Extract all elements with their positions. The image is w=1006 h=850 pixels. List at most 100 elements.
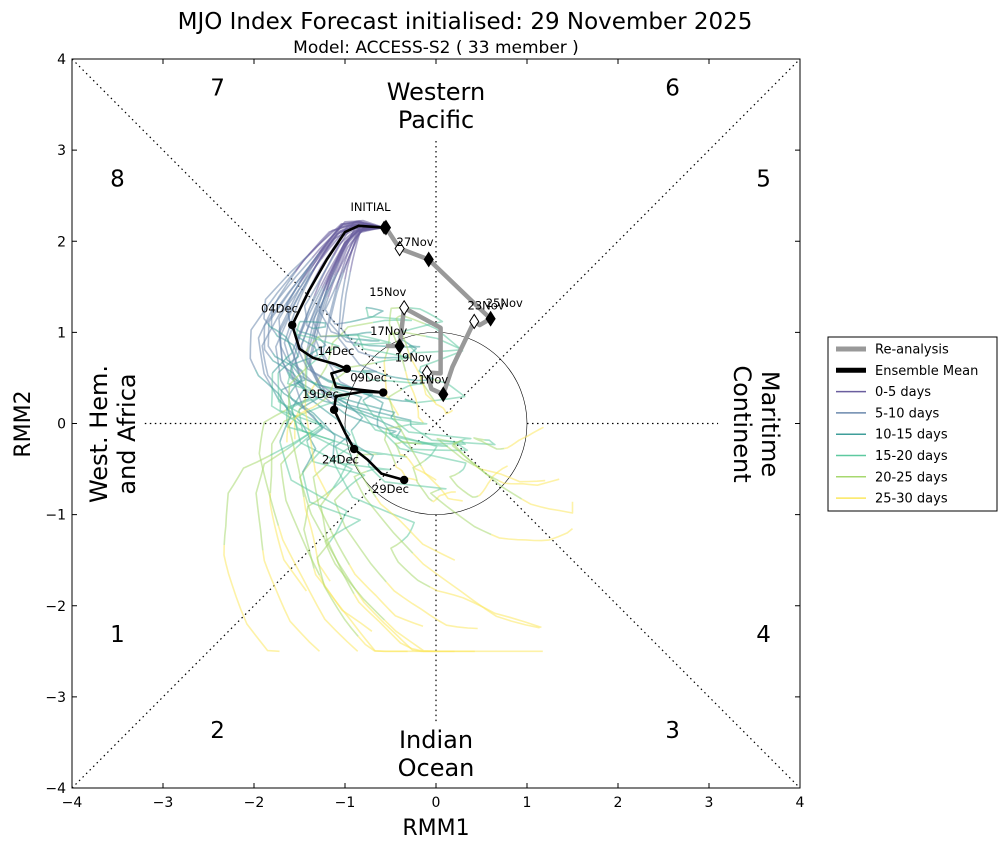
member-trajectory-segment xyxy=(353,593,436,653)
member-trajectory-segment xyxy=(362,400,428,427)
member-trajectory-segment xyxy=(420,465,463,502)
date-label: 19Nov xyxy=(395,351,432,365)
member-trajectory-segment xyxy=(305,356,349,413)
member-trajectory-segment xyxy=(504,426,544,450)
member-trajectory-segment xyxy=(223,454,271,546)
member-trajectory-segment xyxy=(291,288,323,383)
member-trajectory-segment xyxy=(267,265,311,354)
x-tick-label: 0 xyxy=(432,795,441,811)
member-trajectory-segment xyxy=(330,331,372,338)
member-trajectory-segment xyxy=(310,380,364,432)
reanalysis-marker xyxy=(421,364,432,381)
y-tick-label: −4 xyxy=(45,781,66,797)
region-left-line2: and Africa xyxy=(113,373,141,494)
axis-ticks: −4−4 −3 −3 −2 −2 −1 −1 0 0 1 1 2 2 3 3 4 4 xyxy=(45,52,804,811)
member-trajectory-segment xyxy=(408,335,463,354)
ensemble-mean-series xyxy=(288,220,409,485)
x-tick-label: 3 xyxy=(705,795,714,811)
date-label: 04Dec xyxy=(261,301,298,315)
member-trajectory-segment xyxy=(375,496,456,561)
member-trajectory-segment xyxy=(263,254,310,324)
member-trajectory-segment xyxy=(490,527,574,542)
member-trajectory-segment xyxy=(254,369,292,443)
date-label: 17Nov xyxy=(370,324,407,338)
member-trajectory-segment xyxy=(294,285,322,377)
phase-number: 5 xyxy=(756,167,771,193)
reanalysis-marker xyxy=(469,313,480,330)
region-left-line1: West. Hem. xyxy=(85,365,113,503)
x-tick-label: 4 xyxy=(796,795,805,811)
reanalysis-marker xyxy=(485,310,496,327)
chart-title: MJO Index Forecast initialised: 29 Novem… xyxy=(178,9,753,35)
member-trajectory-segment xyxy=(292,333,319,366)
member-trajectory-segment xyxy=(328,273,362,345)
legend-label: 15-20 days xyxy=(875,449,948,464)
member-trajectory-segment xyxy=(377,426,467,474)
phase-number: 4 xyxy=(756,622,771,648)
member-trajectory-segment xyxy=(452,439,499,482)
member-trajectory-segment xyxy=(269,493,308,592)
legend-label: 0-5 days xyxy=(875,385,931,400)
member-trajectory-segment xyxy=(279,441,348,543)
phase-number: 1 xyxy=(110,622,125,648)
x-axis-label: RMM1 xyxy=(402,816,469,841)
date-label: 25Nov xyxy=(486,296,523,310)
legend-label: 20-25 days xyxy=(875,470,948,485)
member-trajectory-segment xyxy=(385,581,478,630)
y-tick-label: −3 xyxy=(45,690,66,706)
member-trajectory-segment xyxy=(320,226,385,287)
member-trajectory-segment xyxy=(322,289,357,391)
member-trajectory-segment xyxy=(287,366,308,498)
member-trajectory-segment xyxy=(357,635,475,653)
member-trajectory-segment xyxy=(521,498,574,514)
member-trajectory-segment xyxy=(333,488,387,583)
member-trajectory-segment xyxy=(336,400,402,438)
member-trajectory-segment xyxy=(337,279,378,373)
member-trajectory-segment xyxy=(345,334,392,346)
x-tick-label: 2 xyxy=(614,795,623,811)
diagonal-guide xyxy=(71,58,801,789)
legend-label: Re-analysis xyxy=(875,343,949,358)
member-trajectory-segment xyxy=(277,386,336,462)
x-tick-label: 1 xyxy=(523,795,532,811)
x-tick-label: −3 xyxy=(153,795,174,811)
member-trajectory-segment xyxy=(249,269,297,370)
amplitude-circle xyxy=(344,332,528,515)
member-trajectory-segment xyxy=(223,544,280,653)
legend-label: 5-10 days xyxy=(875,406,940,421)
member-trajectory-segment xyxy=(433,400,454,415)
member-trajectory-segment xyxy=(255,448,287,551)
plot-area: −4−4 −3 −3 −2 −2 −1 −1 0 0 1 1 2 2 3 3 4 4 INITIAL 27Nov 2… xyxy=(45,52,804,811)
member-trajectory-segment xyxy=(377,415,449,447)
member-trajectory-segment xyxy=(356,333,411,364)
member-trajectory-segment xyxy=(353,470,414,554)
reanalysis-series xyxy=(380,219,496,403)
region-right-line1: Maritime xyxy=(756,371,784,477)
y-tick-label: 2 xyxy=(57,234,66,250)
member-trajectory-segment xyxy=(394,463,418,482)
chart-subtitle: Model: ACCESS-S2 ( 33 member ) xyxy=(293,38,579,58)
date-label: 27Nov xyxy=(397,235,434,249)
member-trajectory-segment xyxy=(269,372,313,457)
date-label: 19Dec xyxy=(302,387,339,401)
region-bottom-line1: Indian xyxy=(399,726,473,754)
member-trajectory-segment xyxy=(295,321,340,368)
ensemble-mean-marker xyxy=(329,405,339,415)
member-trajectory-segment xyxy=(384,331,426,358)
member-trajectory-segment xyxy=(361,369,423,390)
legend-label: 25-30 days xyxy=(875,492,948,507)
member-trajectory-segment xyxy=(262,550,321,652)
member-trajectory-segment xyxy=(407,350,436,404)
region-bottom-line2: Ocean xyxy=(398,754,475,782)
member-trajectory-segment xyxy=(473,437,505,450)
member-trajectory-segment xyxy=(390,416,472,442)
legend-frame xyxy=(827,336,998,512)
reanalysis-marker xyxy=(399,299,410,316)
x-tick-label: −4 xyxy=(62,795,83,811)
reanalysis-marker xyxy=(423,251,434,268)
member-trajectory-segment xyxy=(498,478,560,486)
initial-marker xyxy=(379,220,389,235)
member-trajectory-segment xyxy=(315,419,374,466)
member-trajectory-segment xyxy=(318,321,374,380)
